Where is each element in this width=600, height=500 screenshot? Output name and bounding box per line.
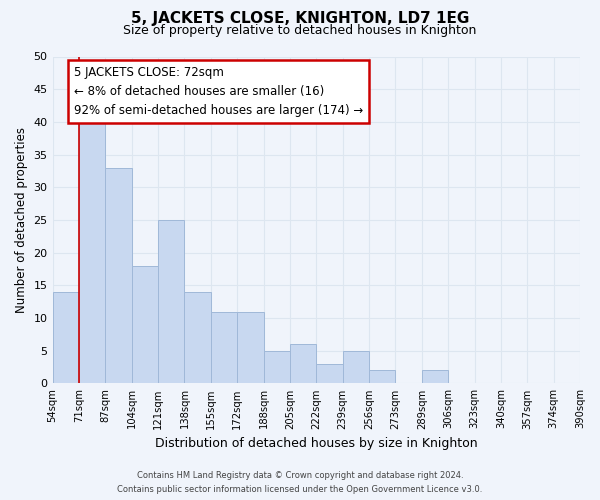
Bar (422, 370, 448, 384)
Bar (343, 350, 369, 384)
Bar (263, 350, 290, 384)
Bar (184, 292, 211, 384)
Bar (316, 364, 343, 384)
Bar (158, 220, 184, 384)
Y-axis label: Number of detached properties: Number of detached properties (15, 127, 28, 313)
Bar (237, 312, 263, 384)
X-axis label: Distribution of detached houses by size in Knighton: Distribution of detached houses by size … (155, 437, 478, 450)
Bar (131, 266, 158, 384)
Text: 5 JACKETS CLOSE: 72sqm
← 8% of detached houses are smaller (16)
92% of semi-deta: 5 JACKETS CLOSE: 72sqm ← 8% of detached … (74, 66, 363, 118)
Bar (369, 370, 395, 384)
Bar (290, 344, 316, 384)
Bar (211, 312, 237, 384)
Bar (79, 122, 105, 384)
Text: 5, JACKETS CLOSE, KNIGHTON, LD7 1EG: 5, JACKETS CLOSE, KNIGHTON, LD7 1EG (131, 11, 469, 26)
Text: Contains HM Land Registry data © Crown copyright and database right 2024.
Contai: Contains HM Land Registry data © Crown c… (118, 472, 482, 494)
Bar (105, 168, 131, 384)
Text: Size of property relative to detached houses in Knighton: Size of property relative to detached ho… (124, 24, 476, 37)
Bar (53, 292, 79, 384)
